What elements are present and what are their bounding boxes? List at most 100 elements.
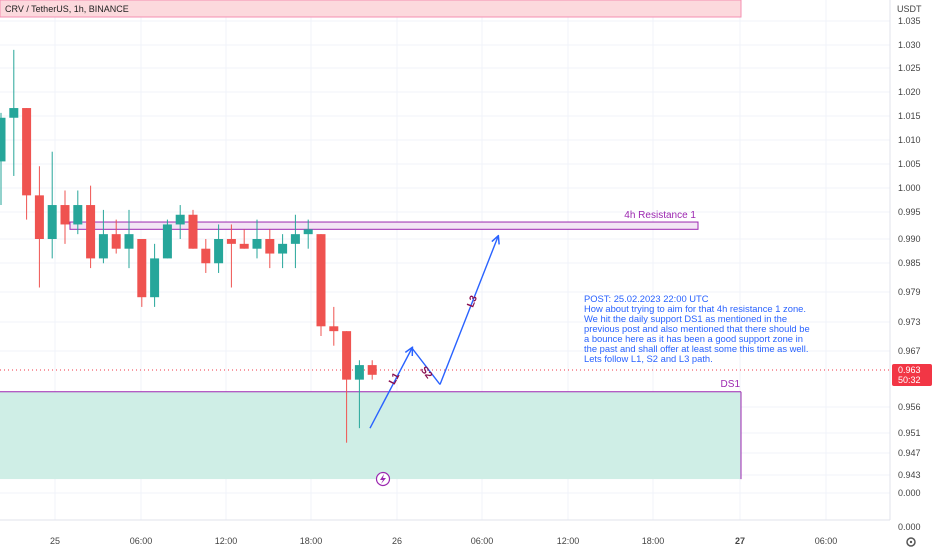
candle bbox=[290, 214, 300, 269]
price-scale-bg bbox=[890, 0, 932, 550]
candle-body bbox=[111, 234, 121, 249]
candle-body bbox=[137, 239, 147, 298]
candle-body bbox=[290, 234, 300, 244]
candle-body bbox=[47, 205, 57, 239]
candle bbox=[124, 209, 134, 269]
candle-body bbox=[162, 224, 172, 259]
price-tick-label: 1.020 bbox=[898, 87, 921, 97]
annotation-note-line: the past and shall offer at least some t… bbox=[584, 343, 808, 354]
candle-body bbox=[201, 248, 211, 264]
price-tick-label: 0.995 bbox=[898, 207, 921, 217]
price-tick-label: 0.000 bbox=[898, 488, 921, 498]
annotation-note-line: previous post and also mentioned that th… bbox=[584, 323, 810, 334]
price-tick-label: 0.985 bbox=[898, 258, 921, 268]
candle bbox=[47, 151, 57, 259]
candle bbox=[60, 190, 70, 244]
time-axis[interactable]: 25 06:00 12:00 18:00 26 06:00 12:00 18:00 27 06:0… bbox=[0, 519, 916, 550]
price-tick-label: 1.010 bbox=[898, 135, 921, 145]
candle bbox=[239, 229, 249, 249]
candle-body bbox=[226, 239, 236, 244]
settings-gear-icon[interactable] bbox=[906, 537, 916, 547]
price-tick-label: 0.943 bbox=[898, 470, 921, 480]
projection-label: L3 bbox=[465, 294, 480, 309]
price-tick-label: 0.990 bbox=[898, 234, 921, 244]
projection-label: S2 bbox=[418, 365, 434, 382]
candle bbox=[86, 185, 96, 269]
time-tick-label: 27 bbox=[735, 536, 745, 546]
candle-body bbox=[22, 108, 32, 196]
price-scale[interactable]: USDT 1.035 1.030 1.025 1.020 1.015 1.010 1.005 1… bbox=[889, 0, 932, 550]
candle-body bbox=[342, 331, 352, 380]
time-tick-label: 12:00 bbox=[557, 536, 580, 546]
candle bbox=[73, 190, 83, 235]
candle-body bbox=[60, 205, 70, 225]
projection-segment bbox=[439, 237, 498, 385]
time-tick-label: 18:00 bbox=[300, 536, 323, 546]
gear-center bbox=[909, 540, 913, 544]
price-tick-label: 0.956 bbox=[898, 402, 921, 412]
currency-label: USDT bbox=[897, 4, 922, 14]
candle bbox=[188, 209, 198, 249]
candle bbox=[214, 224, 224, 273]
candle-body bbox=[329, 326, 339, 332]
resistance-zone-label: 4h Resistance 1 bbox=[624, 210, 696, 221]
candle-body bbox=[252, 239, 262, 249]
candle-body bbox=[124, 234, 134, 249]
candle bbox=[0, 112, 6, 206]
price-tick-label: 1.005 bbox=[898, 159, 921, 169]
candle bbox=[278, 234, 288, 269]
candle bbox=[34, 166, 44, 288]
candle-body bbox=[354, 365, 364, 380]
price-tick-label: 1.030 bbox=[898, 40, 921, 50]
candle-body bbox=[98, 234, 108, 259]
price-tick-label: 1.000 bbox=[898, 183, 921, 193]
candle-body bbox=[278, 243, 288, 254]
candle bbox=[367, 360, 377, 380]
candle-body bbox=[9, 108, 19, 118]
candle bbox=[111, 219, 121, 254]
candle bbox=[201, 239, 211, 273]
price-tick-label: 1.025 bbox=[898, 63, 921, 73]
candle-body bbox=[86, 205, 96, 259]
price-tick-label: 0.947 bbox=[898, 448, 921, 458]
annotation-note-line: Lets follow L1, S2 and L3 path. bbox=[584, 353, 713, 364]
last-price-badge bbox=[892, 363, 932, 386]
gear-ring bbox=[906, 537, 916, 547]
candle bbox=[252, 219, 262, 259]
time-tick-label: 06:00 bbox=[130, 536, 153, 546]
annotation-note-line: How about trying to aim for that 4h resi… bbox=[584, 303, 806, 314]
candle bbox=[226, 224, 236, 288]
candle-body bbox=[316, 234, 326, 327]
lightning-icon[interactable] bbox=[375, 471, 391, 487]
price-tick-label: 1.035 bbox=[898, 16, 921, 26]
last-price-countdown: 50:32 bbox=[898, 375, 921, 385]
candle bbox=[329, 306, 339, 346]
candle bbox=[137, 239, 147, 307]
price-tick-label: 0.967 bbox=[898, 346, 921, 356]
candle bbox=[175, 205, 185, 239]
candle-body bbox=[214, 239, 224, 264]
top-resistance-region bbox=[0, 0, 742, 18]
time-axis-bg bbox=[0, 520, 890, 550]
candle bbox=[342, 331, 352, 443]
time-tick-label: 18:00 bbox=[642, 536, 665, 546]
candle-body bbox=[150, 258, 160, 298]
time-tick-label: 26 bbox=[392, 536, 402, 546]
price-tick-label: 0.979 bbox=[898, 287, 921, 297]
candle-body bbox=[265, 239, 275, 254]
annotation-note-line: We hit the daily support DS1 as mentione… bbox=[584, 313, 787, 324]
candles bbox=[0, 49, 377, 443]
candle bbox=[98, 209, 108, 264]
price-tick-label: 0.000 bbox=[898, 522, 921, 532]
candle bbox=[354, 360, 364, 429]
candle-body bbox=[73, 205, 83, 225]
candle bbox=[265, 229, 275, 269]
candle-body bbox=[303, 229, 313, 235]
candle-body bbox=[239, 243, 249, 249]
symbol-title: CRV / TetherUS, 1h, BINANCE bbox=[5, 4, 129, 14]
zones: 4h Resistance 1 DS1 bbox=[0, 0, 742, 480]
candle bbox=[9, 49, 19, 176]
